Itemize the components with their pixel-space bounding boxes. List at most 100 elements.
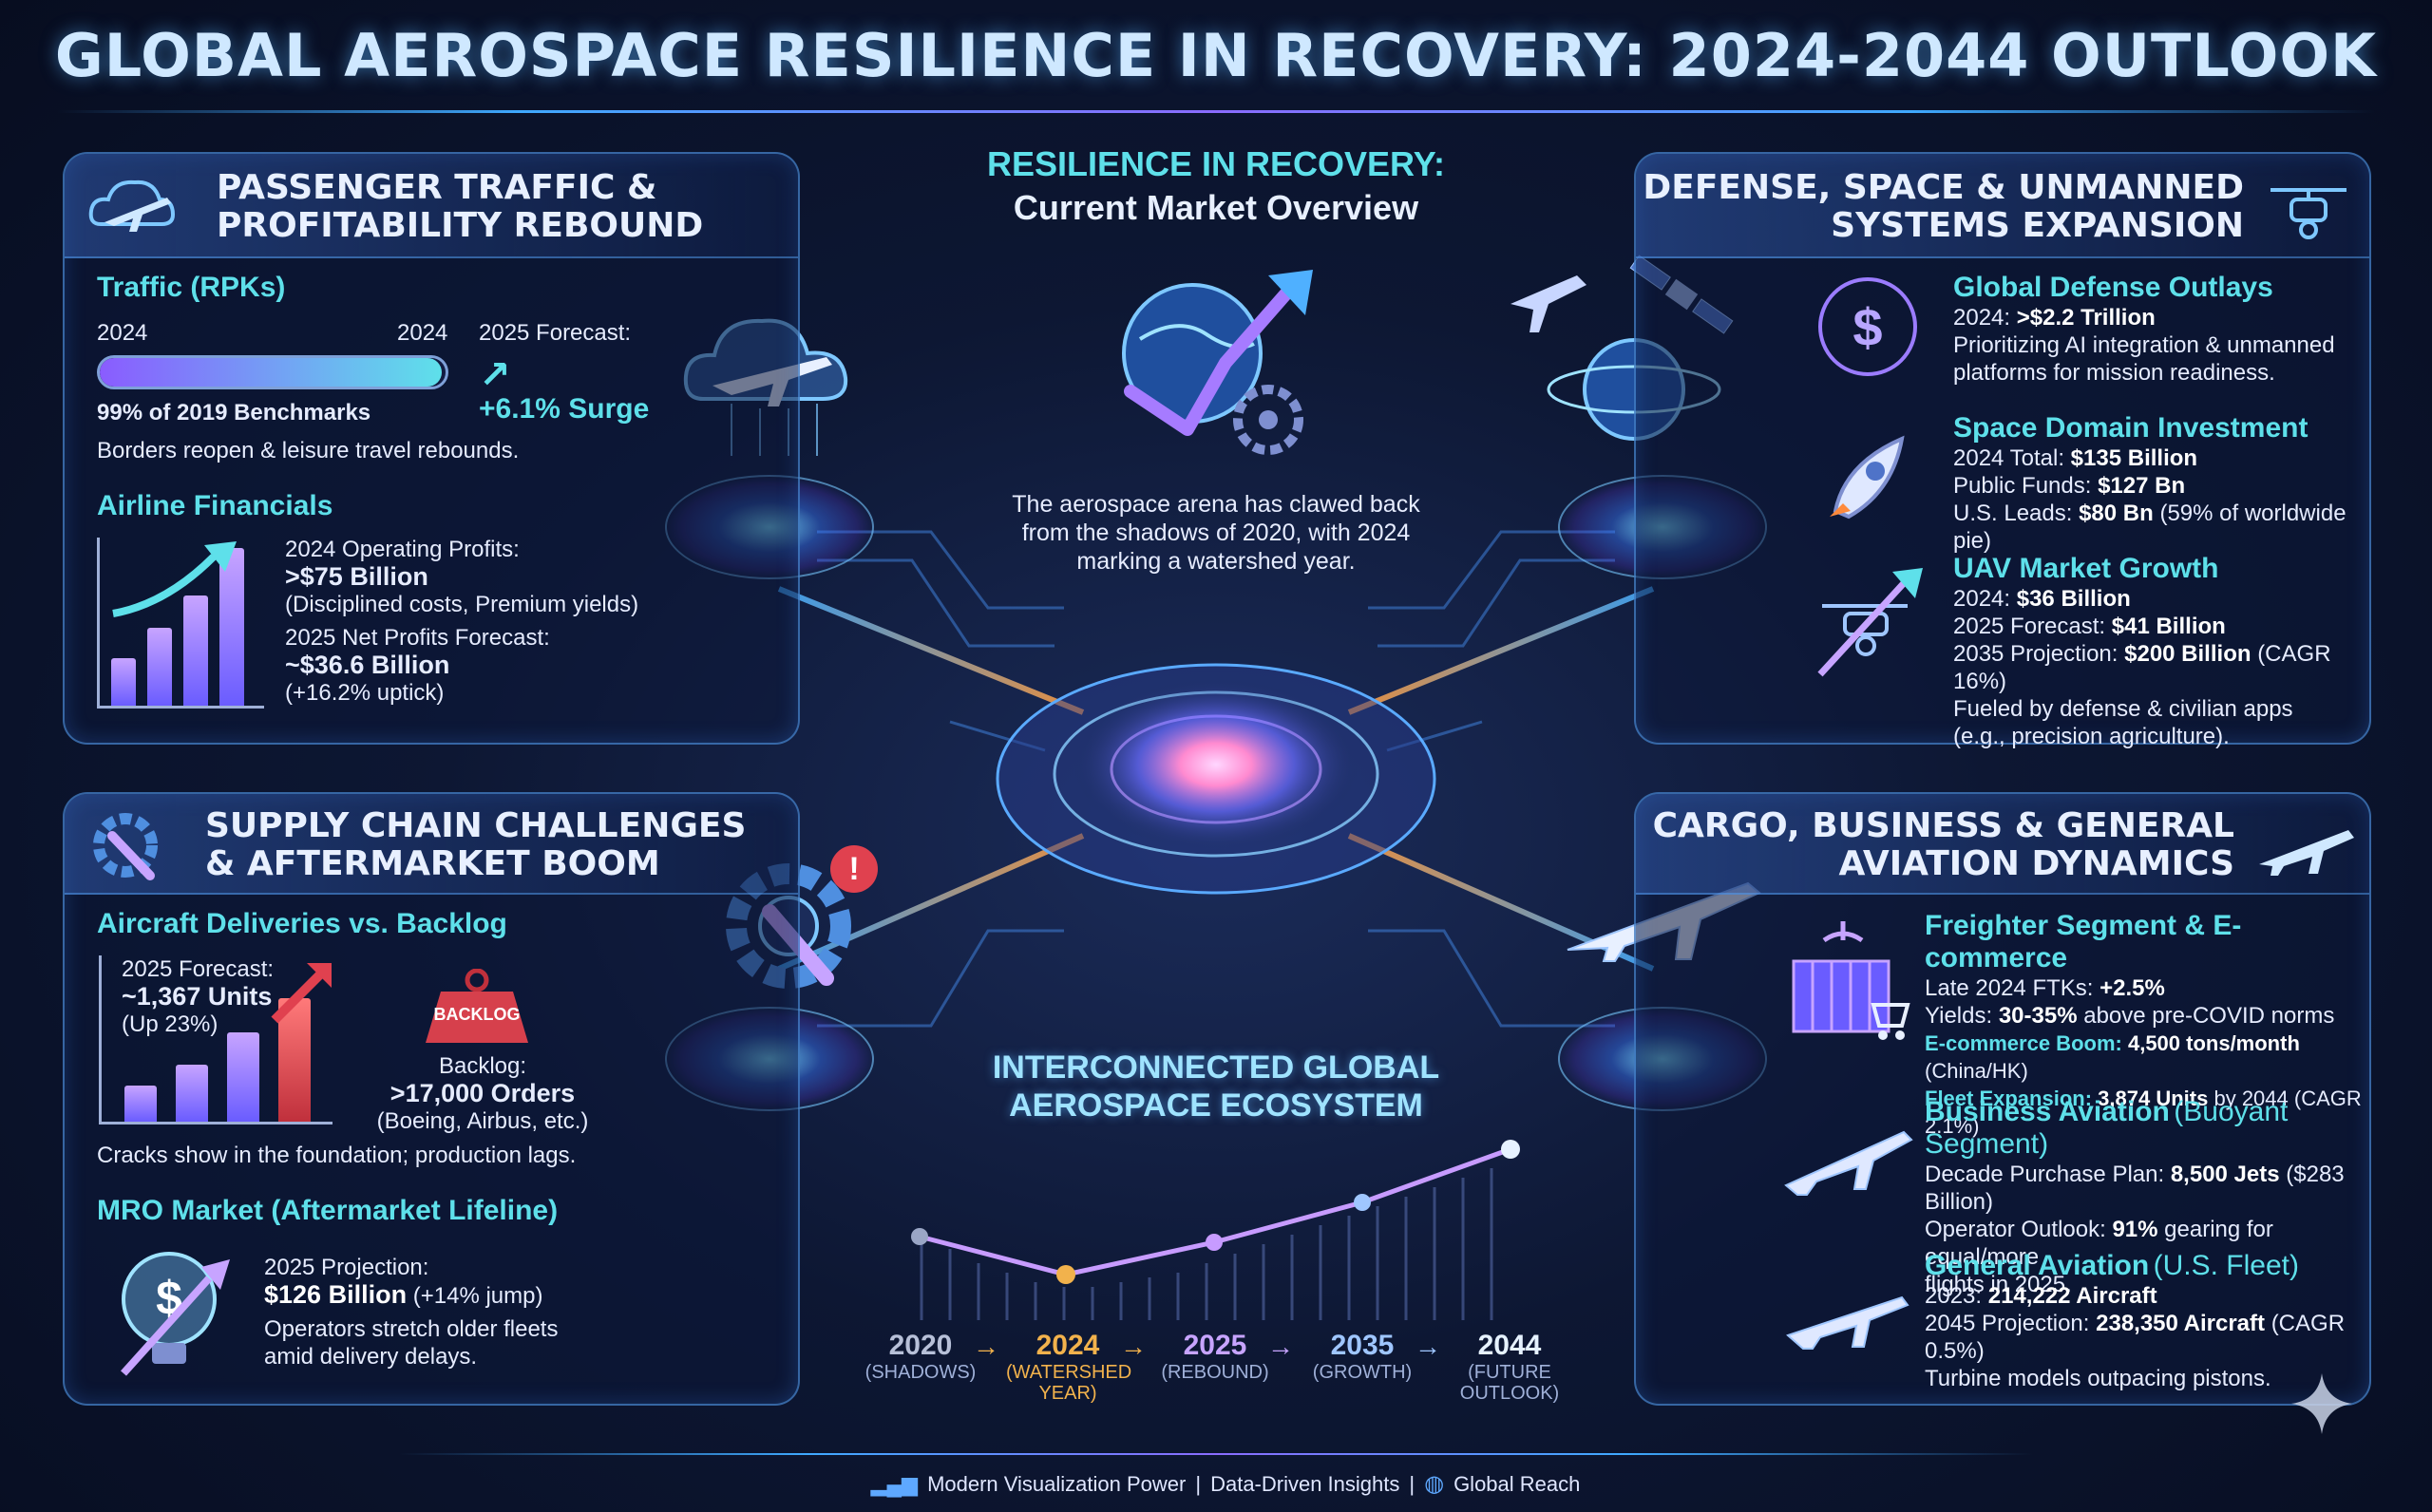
- ga-2045-note: (CAGR 0.5%): [1925, 1311, 2346, 1364]
- timeline-sub: OUTLOOK): [1459, 1383, 1560, 1404]
- center-description-3: marking a watershed year.: [1076, 548, 1356, 575]
- passenger-heading-2: PROFITABILITY REBOUND: [217, 206, 704, 245]
- traffic-title: Traffic (RPKs): [97, 272, 286, 303]
- cargo-heading-1: CARGO, BUSINESS & GENERAL: [1652, 806, 2234, 845]
- ecosystem-heading-1: INTERCONNECTED GLOBAL: [992, 1049, 1440, 1086]
- space-total-label: 2024 Total:: [1953, 445, 2064, 471]
- defense-panel: DEFENSE, SPACE & UNMANNED SYSTEMS EXPANS…: [1634, 152, 2371, 749]
- uav-growth-icon: [1813, 564, 1927, 678]
- financials-title: Airline Financials: [97, 490, 333, 521]
- plan-label: Decade Purchase Plan:: [1925, 1162, 2165, 1187]
- space-public-label: Public Funds:: [1953, 473, 2092, 499]
- cracks-note: Cracks show in the foundation; productio…: [97, 1143, 577, 1168]
- uav-2025-label: 2025 Forecast:: [1953, 614, 2106, 639]
- fleet-value: 3,874 Units: [2098, 1087, 2209, 1110]
- uav-2035-label: 2035 Projection:: [1953, 641, 2118, 667]
- passenger-panel: PASSENGER TRAFFIC & PROFITABILITY REBOUN…: [63, 152, 800, 745]
- mro-title: MRO Market (Aftermarket Lifeline): [97, 1195, 559, 1226]
- forecast-label: 2025 Forecast:: [479, 320, 632, 346]
- airplane-cloud-icon: [86, 171, 177, 243]
- drone-icon: [2263, 171, 2354, 243]
- benchmark-label: 99% of 2019 Benchmarks: [97, 400, 371, 425]
- space-us-note: (59% of worldwide pie): [1953, 501, 2346, 554]
- footer-item-2: Data-Driven Insights: [1210, 1471, 1400, 1496]
- operator-note: gearing for equal/more: [1925, 1217, 2273, 1270]
- timeline-year: 2044: [1477, 1330, 1542, 1361]
- chart-bar: [124, 1086, 157, 1122]
- ga-line: Turbine models outpacing pistons.: [1925, 1366, 2271, 1391]
- ga-2023-value: 214,222 Aircraft: [1987, 1283, 2157, 1309]
- fleet-label: Fleet Expansion:: [1925, 1087, 2093, 1110]
- passenger-heading-1: PASSENGER TRAFFIC &: [217, 168, 657, 207]
- uav-title: UAV Market Growth: [1953, 553, 2219, 584]
- yields-note: above pre-COVID norms: [2083, 1003, 2335, 1029]
- page-title: GLOBAL AEROSPACE RESILIENCE IN RECOVERY:…: [54, 21, 2378, 90]
- gear-wrench-icon: [87, 807, 167, 883]
- deliveries-forecast-label: 2025 Forecast:: [122, 956, 275, 982]
- timeline-arrow: →: [1120, 1332, 1147, 1361]
- footer-separator: |: [1195, 1471, 1202, 1496]
- supply-heading-1: SUPPLY CHAIN CHALLENGES: [205, 806, 747, 845]
- backlog-value: >17,000 Orders: [390, 1079, 576, 1107]
- ecom-note: (China/HK): [1925, 1059, 2028, 1083]
- outlays-line-1: Prioritizing AI integration & unmanned: [1953, 332, 2335, 358]
- timeline-sub: (FUTURE: [1468, 1362, 1551, 1383]
- footer-divider: [399, 1453, 2033, 1455]
- deliveries-chart: [99, 955, 332, 1125]
- outlays-year: 2024:: [1953, 305, 2011, 331]
- forecast-arrow-icon: ↗: [479, 354, 511, 396]
- timeline: 2020 (SHADOWS) → 2024 (WATERSHED YEAR) →…: [859, 1330, 1619, 1425]
- ecom-value: 4,500 tons/month: [2127, 1031, 2300, 1055]
- mro-line-1: Operators stretch older fleets: [264, 1316, 559, 1342]
- cargo-panel: CARGO, BUSINESS & GENERAL AVIATION DYNAM…: [1634, 792, 2371, 1406]
- small-plane-icon: [1778, 1259, 1921, 1364]
- ftk-value: +2.5%: [2100, 975, 2165, 1001]
- space-public-value: $127 Bn: [2098, 473, 2186, 499]
- trend-visual: [911, 1140, 1520, 1320]
- timeline-sub: (SHADOWS): [864, 1362, 977, 1383]
- chart-bar: [219, 548, 244, 706]
- mro-value: $126 Billion: [264, 1280, 408, 1309]
- chart-bar: [183, 595, 208, 706]
- supply-panel-header: SUPPLY CHAIN CHALLENGES & AFTERMARKET BO…: [65, 794, 798, 895]
- op-profit-label: 2024 Operating Profits:: [285, 537, 520, 562]
- cargo-container-icon: [1786, 917, 1919, 1050]
- traffic-progress-bar: [97, 355, 448, 389]
- rocket-icon: [1816, 425, 1921, 530]
- timeline-arrow: →: [1415, 1332, 1441, 1361]
- business-jet-icon: [1778, 1104, 1921, 1208]
- plan-note: ($283 Billion): [1925, 1162, 2345, 1215]
- traffic-progress-fill: [100, 358, 443, 387]
- operator-value: 91%: [2112, 1217, 2158, 1242]
- globe-growth-icon: [1102, 249, 1330, 467]
- growth-arrow-icon: [112, 541, 237, 617]
- deliveries-forecast-value: ~1,367 Units: [122, 982, 273, 1011]
- deliveries-forecast-note: (Up 23%): [122, 1011, 218, 1037]
- title-divider: [57, 110, 2375, 113]
- mro-label: 2025 Projection:: [264, 1255, 429, 1280]
- outlays-line-2: platforms for mission readiness.: [1953, 360, 2275, 386]
- fleet-note: by 2044 (CAGR 2.1%): [1925, 1087, 2362, 1138]
- center-description-1: The aerospace arena has clawed back: [1012, 491, 1420, 518]
- timeline-year: 2024: [1036, 1330, 1100, 1361]
- timeline-sub: (GROWTH): [1312, 1362, 1413, 1383]
- uav-2035-note: (CAGR 16%): [1953, 641, 2331, 694]
- space-title: Space Domain Investment: [1953, 412, 2308, 444]
- space-us-label: U.S. Leads:: [1953, 501, 2073, 526]
- timeline-year: 2020: [888, 1330, 953, 1361]
- outlays-value: >$2.2 Trillion: [2016, 305, 2156, 331]
- ftk-label: Late 2024 FTKs:: [1925, 975, 2094, 1001]
- footer-item-1: Modern Visualization Power: [927, 1471, 1187, 1496]
- alert-icon: !: [830, 845, 878, 893]
- chart-bar: [227, 1032, 259, 1122]
- outlays-title: Global Defense Outlays: [1953, 272, 2273, 303]
- business-title: Business Aviation: [1925, 1096, 2170, 1127]
- plane-icon: [2253, 807, 2358, 883]
- lightbulb-dollar-icon: $: [114, 1240, 238, 1383]
- timeline-sub: (REBOUND): [1161, 1362, 1269, 1383]
- passenger-panel-header: PASSENGER TRAFFIC & PROFITABILITY REBOUN…: [65, 154, 798, 258]
- center-description-2: from the shadows of 2020, with 2024: [1021, 520, 1411, 546]
- footer: ▂▄▆ Modern Visualization Power | Data-Dr…: [864, 1470, 1586, 1498]
- uav-2025-value: $41 Billion: [2111, 614, 2226, 639]
